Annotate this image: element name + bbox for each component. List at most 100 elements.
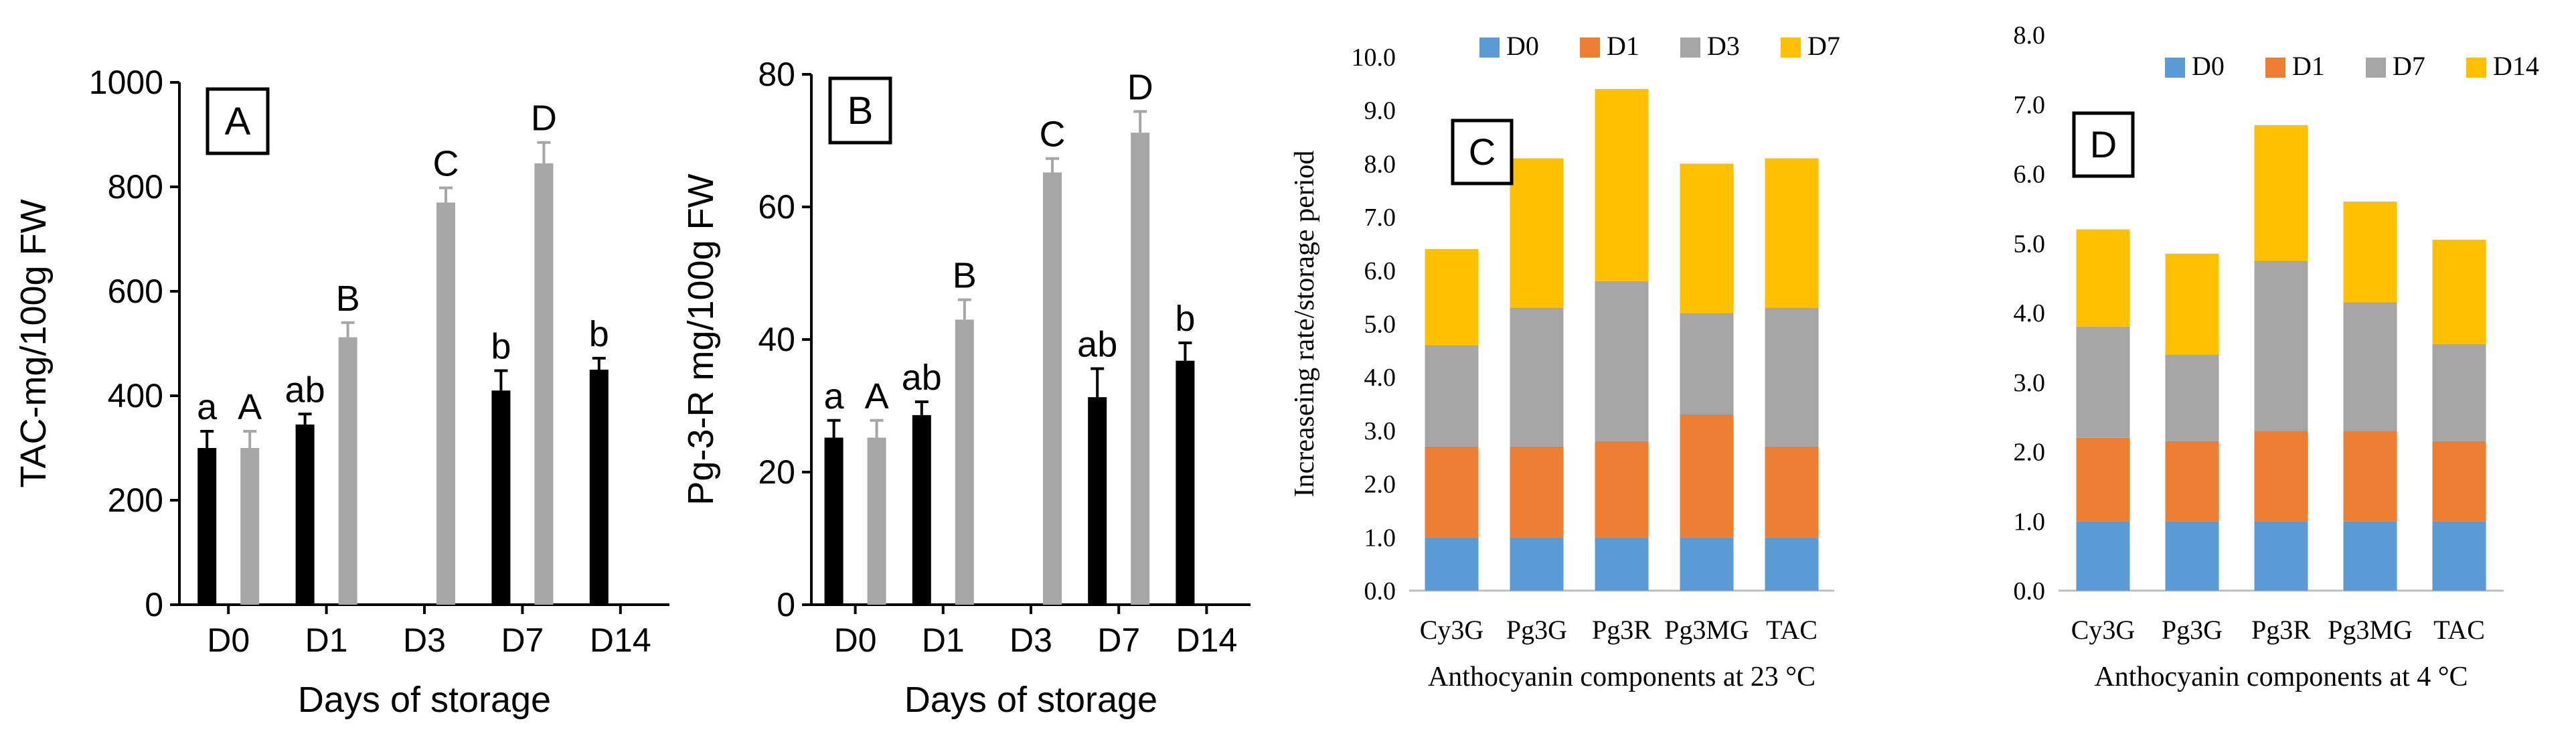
stack-segment-d0 — [1595, 537, 1649, 591]
panel-label-box — [1451, 119, 1514, 185]
legend-label: D1 — [1607, 31, 1639, 61]
y-tick-label: 3.0 — [1364, 417, 1396, 445]
stack-segment-d0 — [1680, 537, 1734, 591]
legend-label: D14 — [2493, 51, 2539, 81]
legend-label: D7 — [2393, 51, 2425, 81]
legend-swatch-d0 — [2165, 58, 2185, 78]
significance-letter: a — [824, 376, 845, 417]
x-tick-label: D1 — [305, 621, 348, 659]
stack-segment-d0 — [2165, 521, 2219, 591]
stack-segment-d14 — [2165, 253, 2219, 355]
significance-letter: ab — [902, 358, 942, 398]
bar-gray — [1131, 133, 1150, 605]
legend-label: D1 — [2292, 51, 2325, 81]
x-tick-label: Pg3G — [1506, 615, 1567, 645]
x-tick-label: Pg3MG — [1664, 615, 1749, 645]
stack-segment-d0 — [2432, 521, 2486, 591]
y-tick-label: 8.0 — [2014, 21, 2046, 50]
legend-label: D0 — [1506, 31, 1539, 61]
significance-letter: D — [1127, 67, 1153, 107]
bar-black — [589, 370, 609, 605]
legend: D0 D1 D3 D7 — [1479, 31, 1840, 61]
y-tick-label: 200 — [108, 481, 163, 519]
x-tick-label: D0 — [834, 621, 877, 659]
panel-label: B — [848, 89, 874, 133]
stack-segment-d0 — [2343, 521, 2397, 591]
stack-segment-d1 — [2343, 431, 2397, 522]
stack-segment-d3 — [1595, 281, 1649, 441]
y-tick-label: 8.0 — [1364, 150, 1396, 178]
x-tick-label: Pg3G — [2162, 615, 2223, 645]
stack-segment-d3 — [1680, 313, 1734, 415]
stack-segment-d1 — [1765, 446, 1819, 538]
x-tick-label: Pg3R — [1592, 615, 1652, 645]
x-tick-label: D14 — [1176, 621, 1238, 659]
legend-swatch-d7 — [1781, 38, 1801, 58]
stack-segment-d7 — [2165, 354, 2219, 441]
x-tick-label: D3 — [403, 621, 446, 659]
bar-black — [197, 448, 217, 605]
stack-segment-d3 — [1510, 307, 1564, 447]
stack-segment-d7 — [2076, 326, 2130, 438]
y-tick-label: 5.0 — [1364, 311, 1396, 339]
bar-black — [295, 424, 315, 605]
stack-segment-d1 — [2432, 441, 2486, 522]
y-tick-label: 10.0 — [1352, 44, 1396, 72]
stack-segment-d0 — [1425, 537, 1479, 591]
stack-segment-d1 — [2076, 437, 2130, 522]
bar-gray — [534, 163, 554, 605]
panel-label: C — [1469, 131, 1496, 173]
significance-letter: D — [531, 98, 557, 139]
stack-segment-d0 — [2254, 521, 2308, 591]
bar-black — [824, 437, 843, 605]
bar-black — [912, 415, 931, 605]
legend-swatch-d1 — [2265, 58, 2285, 78]
y-tick-label: 1000 — [89, 64, 163, 101]
panel-label-box — [828, 76, 892, 145]
y-tick-label: 9.0 — [1364, 97, 1396, 125]
stack-segment-d14 — [2432, 240, 2486, 344]
significance-letter: A — [865, 376, 889, 417]
x-tick-label: D14 — [590, 621, 651, 659]
y-tick-label: 2.0 — [2014, 439, 2046, 467]
y-tick-label: 800 — [108, 168, 163, 206]
bar-gray — [338, 337, 357, 605]
stack-segment-d3 — [1425, 345, 1479, 447]
x-tick-label: Cy3G — [1420, 615, 1484, 645]
stack-segment-d1 — [1680, 414, 1734, 538]
legend-swatch-d14 — [2466, 58, 2486, 78]
x-tick-label: D7 — [501, 621, 544, 659]
y-tick-label: 5.0 — [2014, 230, 2046, 258]
y-tick-label: 40 — [758, 321, 795, 358]
significance-letter: b — [589, 314, 609, 354]
y-tick-label: 400 — [108, 377, 163, 415]
x-axis-title: Days of storage — [904, 680, 1157, 720]
stack-segment-d1 — [1595, 441, 1649, 538]
stack-segment-d1 — [1425, 446, 1479, 538]
x-axis-title: Anthocyanin components at 23 °C — [1428, 662, 1816, 692]
bar-gray — [867, 437, 886, 605]
bar-gray — [1043, 172, 1062, 605]
y-axis-title: Increaseing rate/storage period — [1289, 151, 1320, 498]
legend-label: D7 — [1807, 31, 1840, 61]
stack-segment-d7 — [1680, 163, 1734, 313]
stack-segment-d1 — [1510, 446, 1564, 538]
stack-segment-d7 — [1765, 158, 1819, 308]
y-tick-label: 0 — [145, 586, 163, 623]
stack-segment-d7 — [1595, 88, 1649, 281]
y-tick-label: 1.0 — [2014, 508, 2046, 536]
stack-segment-d7 — [2343, 302, 2397, 431]
y-tick-label: 2.0 — [1364, 471, 1396, 499]
y-axis-title: TAC-mg/100g FW — [13, 199, 54, 488]
bar-black — [1088, 397, 1107, 605]
x-tick-label: Pg3MG — [2328, 615, 2413, 645]
y-tick-label: 4.0 — [1364, 364, 1396, 392]
stack-segment-d0 — [1510, 537, 1564, 591]
y-tick-label: 0.0 — [1364, 577, 1396, 605]
y-tick-label: 1.0 — [1364, 524, 1396, 552]
significance-letter: b — [491, 327, 511, 367]
bar-gray — [240, 448, 260, 605]
bar-black — [1176, 360, 1195, 605]
